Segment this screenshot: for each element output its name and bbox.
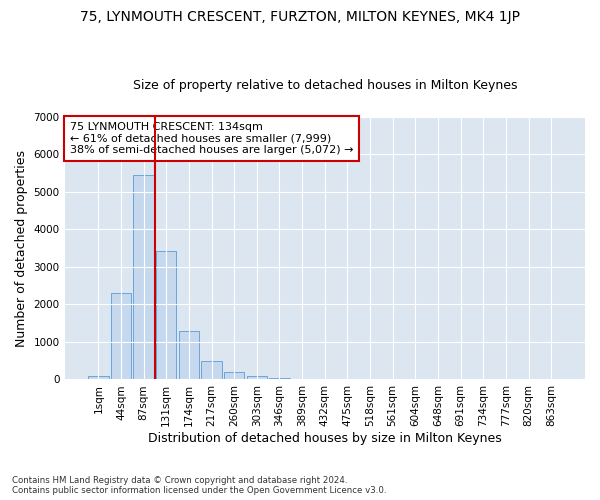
Bar [179, 330, 199, 380]
Y-axis label: Number of detached properties: Number of detached properties [15, 150, 28, 346]
Text: 75 LYNMOUTH CRESCENT: 134sqm
← 61% of detached houses are smaller (7,999)
38% of: 75 LYNMOUTH CRESCENT: 134sqm ← 61% of de… [70, 122, 353, 155]
Text: 75, LYNMOUTH CRESCENT, FURZTON, MILTON KEYNES, MK4 1JP: 75, LYNMOUTH CRESCENT, FURZTON, MILTON K… [80, 10, 520, 24]
Title: Size of property relative to detached houses in Milton Keynes: Size of property relative to detached ho… [133, 79, 517, 92]
X-axis label: Distribution of detached houses by size in Milton Keynes: Distribution of detached houses by size … [148, 432, 502, 445]
Bar [111, 293, 131, 380]
Bar [247, 376, 267, 380]
Text: Contains HM Land Registry data © Crown copyright and database right 2024.
Contai: Contains HM Land Registry data © Crown c… [12, 476, 386, 495]
Bar [88, 376, 109, 380]
Bar [202, 362, 222, 380]
Bar [133, 175, 154, 380]
Bar [156, 251, 176, 380]
Bar [269, 378, 290, 380]
Bar [224, 372, 244, 380]
